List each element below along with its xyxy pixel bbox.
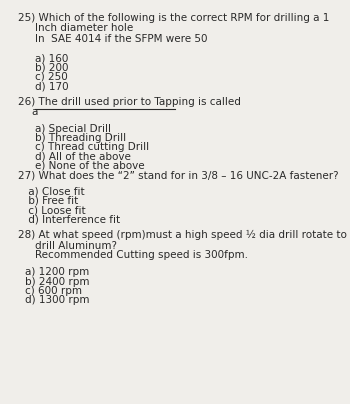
Text: d) 170: d) 170 bbox=[35, 81, 69, 91]
Text: a) Close fit: a) Close fit bbox=[25, 187, 84, 197]
Text: b) 200: b) 200 bbox=[35, 63, 69, 73]
Text: e) None of the above: e) None of the above bbox=[35, 161, 145, 171]
Text: 28) At what speed (rpm)must a high speed ½ dia drill rotate to: 28) At what speed (rpm)must a high speed… bbox=[18, 230, 346, 240]
Text: d) All of the above: d) All of the above bbox=[35, 152, 131, 162]
Text: a) Special Drill: a) Special Drill bbox=[35, 124, 111, 134]
Text: 26) The drill used prior to Tapping is called: 26) The drill used prior to Tapping is c… bbox=[18, 97, 240, 107]
Text: c) Thread cutting Drill: c) Thread cutting Drill bbox=[35, 142, 149, 152]
Text: In  SAE 4014 if the SFPM were 50: In SAE 4014 if the SFPM were 50 bbox=[35, 34, 208, 44]
Text: b) Threading Drill: b) Threading Drill bbox=[35, 133, 126, 143]
Text: c) 600 rpm: c) 600 rpm bbox=[25, 286, 82, 296]
Text: a) 160: a) 160 bbox=[35, 53, 68, 63]
Text: c) 250: c) 250 bbox=[35, 72, 68, 82]
Text: d) Interference fit: d) Interference fit bbox=[25, 215, 120, 225]
Text: d) 1300 rpm: d) 1300 rpm bbox=[25, 295, 89, 305]
Text: 25) Which of the following is the correct RPM for drilling a 1: 25) Which of the following is the correc… bbox=[18, 13, 329, 23]
Text: b) Free fit: b) Free fit bbox=[25, 196, 78, 206]
Text: a) 1200 rpm: a) 1200 rpm bbox=[25, 267, 89, 278]
Text: 27) What does the “2” stand for in 3/8 – 16 UNC-2A fastener?: 27) What does the “2” stand for in 3/8 –… bbox=[18, 170, 338, 180]
Text: drill Aluminum?: drill Aluminum? bbox=[35, 241, 117, 251]
Text: Recommended Cutting speed is 300fpm.: Recommended Cutting speed is 300fpm. bbox=[35, 250, 248, 260]
Text: a: a bbox=[32, 107, 38, 117]
Text: Inch diameter hole: Inch diameter hole bbox=[35, 23, 133, 34]
Text: b) 2400 rpm: b) 2400 rpm bbox=[25, 277, 89, 287]
Text: c) Loose fit: c) Loose fit bbox=[25, 205, 85, 215]
